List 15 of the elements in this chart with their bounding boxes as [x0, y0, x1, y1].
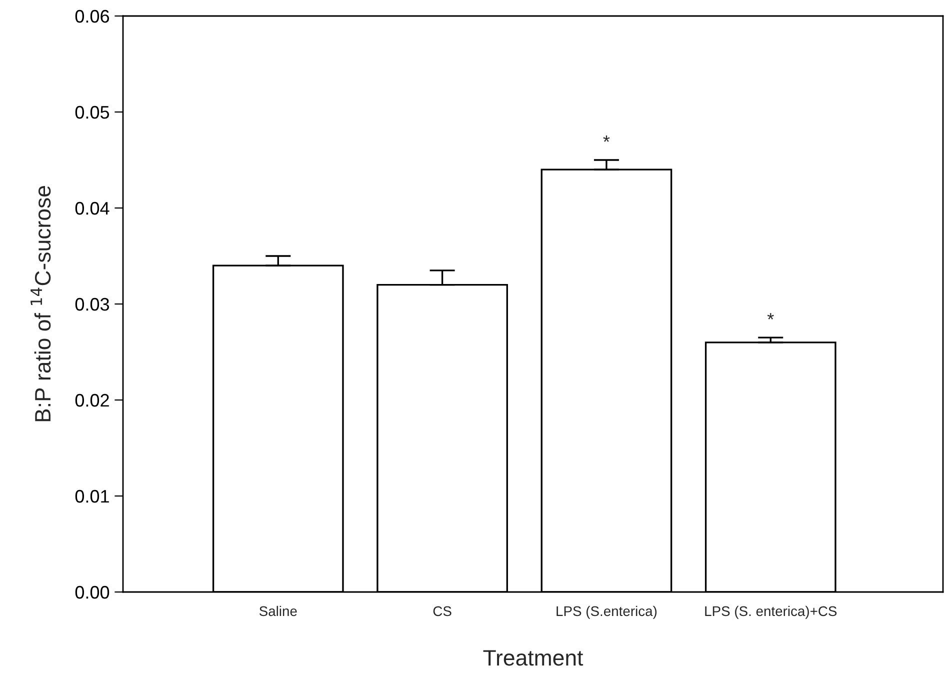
y-tick-label: 0.04 — [75, 202, 110, 215]
x-tick-label: LPS (S. enterica)+CS — [705, 606, 837, 619]
y-tick-label: 0.01 — [75, 490, 109, 503]
y-axis-title: B:P ratio of $^{14}$C-sucrose — [30, 186, 51, 422]
x-tick-label: Saline — [259, 606, 297, 616]
y-tick-label: 0.00 — [75, 586, 110, 599]
annotation: * — [603, 136, 610, 142]
annotation: * — [767, 313, 774, 320]
x-axis-title: Treatment — [483, 650, 584, 666]
x-tick-label: CS — [433, 606, 452, 616]
y-tick-label: 0.06 — [75, 10, 110, 23]
y-tick-label: 0.05 — [75, 106, 110, 119]
y-tick-label: 0.03 — [75, 298, 110, 311]
y-tick-label: 0.02 — [75, 394, 109, 407]
x-tick-label: LPS (S.enterica) — [556, 606, 657, 619]
